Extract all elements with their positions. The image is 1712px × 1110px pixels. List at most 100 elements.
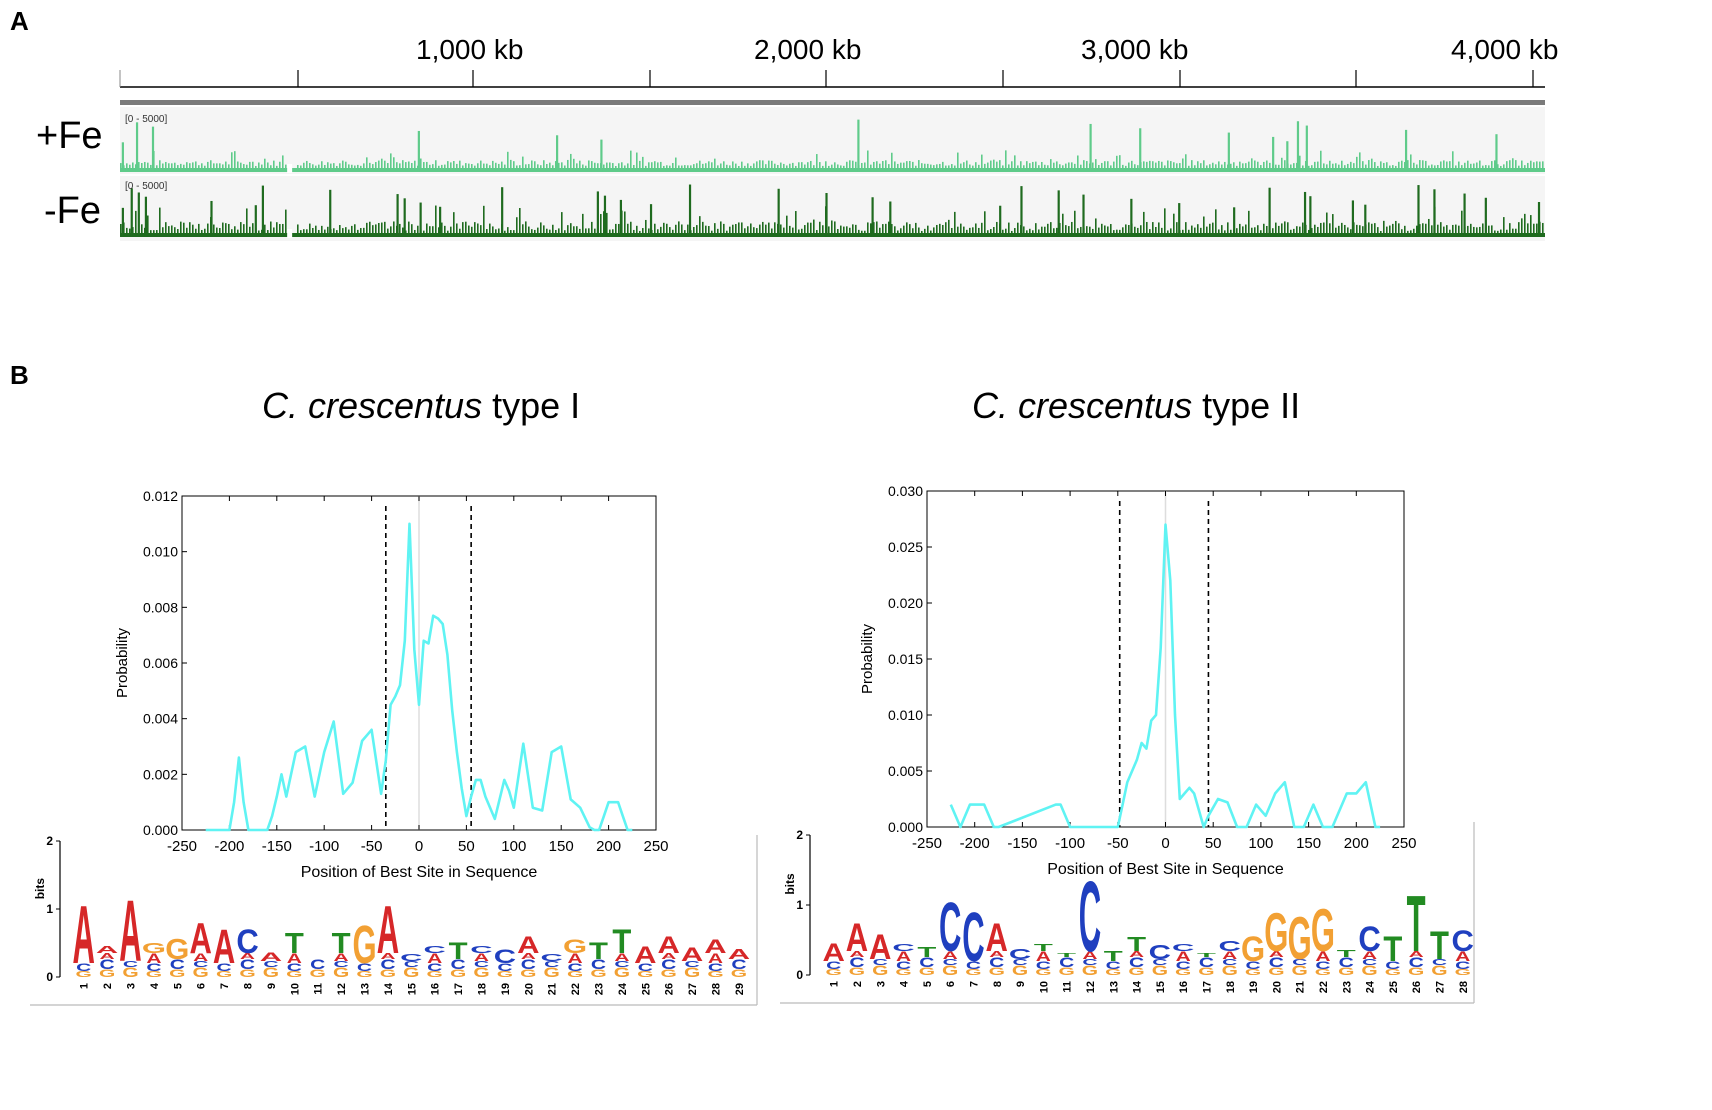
track-signal-bar — [918, 160, 920, 168]
logo-letter: C — [400, 952, 422, 963]
track-signal-bar — [564, 230, 566, 233]
logo-letter: A — [568, 950, 583, 966]
track-signal-bar — [1515, 228, 1517, 233]
x-tick-label: 250 — [1391, 835, 1416, 852]
track-signal-bar — [630, 221, 632, 233]
track-signal-bar — [747, 163, 749, 168]
track-peak — [1296, 121, 1300, 172]
logo-letter: A — [260, 951, 283, 964]
track-signal-bar — [360, 165, 362, 168]
track-signal-bar — [213, 224, 215, 233]
y-tick-label: 0.002 — [143, 766, 178, 782]
track-signal-bar — [726, 164, 728, 168]
track-signal-bar — [237, 161, 239, 168]
track-signal-bar — [411, 162, 413, 168]
track-signal-bar — [333, 163, 335, 168]
logo-letter: G — [965, 968, 981, 978]
logo-letter: G — [1338, 965, 1354, 978]
track-signal-bar — [627, 163, 629, 168]
logo-letter: A — [634, 941, 656, 968]
track-signal-bar — [876, 161, 878, 168]
track-signal-bar — [594, 162, 596, 168]
track-signal-bar — [1404, 225, 1406, 233]
track-signal-bar — [354, 165, 356, 168]
track-signal-bar — [1488, 165, 1490, 168]
logo-letter: G — [1198, 965, 1214, 978]
track-signal-bar — [1500, 229, 1502, 233]
logo-letter: T — [449, 937, 468, 964]
sequence-logo-type2: 012bitsGCA1GCAA2GCA3GCAC4GCT5GCAC6GCC7GC… — [780, 822, 1475, 1004]
track-signal-bar — [1491, 225, 1493, 233]
track-signal-bar — [867, 222, 869, 233]
track-signal-bar — [741, 222, 743, 233]
track-signal-bar — [1044, 226, 1046, 233]
track-signal-bar — [729, 226, 731, 233]
track-peak — [130, 188, 133, 237]
logo-position-label: 5 — [922, 981, 934, 987]
track-signal-bar — [1017, 222, 1019, 233]
track-signal-bar — [462, 222, 464, 233]
track-signal-bar — [1254, 227, 1256, 233]
track-peak — [1537, 202, 1541, 237]
track-peak — [1020, 186, 1023, 237]
track-peak — [1233, 207, 1236, 237]
track-signal-bar — [675, 224, 677, 233]
logo-position-label: 7 — [968, 981, 980, 987]
track-signal-bar — [1485, 165, 1487, 168]
track-signal-bar — [249, 161, 251, 168]
track-signal-bar — [1431, 164, 1433, 168]
track-signal-bar — [948, 219, 950, 233]
track-signal-bar — [981, 154, 983, 168]
track-signal-bar — [414, 229, 416, 233]
track-signal-bar — [1083, 160, 1085, 168]
track-signal-bar — [1245, 224, 1247, 233]
track-signal-bar — [948, 165, 950, 168]
track-signal-bar — [1311, 228, 1313, 233]
track-signal-bar — [699, 160, 701, 168]
track-signal-bar — [519, 208, 521, 233]
track-signal-bar — [1221, 164, 1223, 168]
logo-position-label: 22 — [1318, 981, 1330, 993]
track-signal-bar — [996, 161, 998, 168]
track-signal-bar — [1536, 223, 1538, 233]
track-signal-bar — [555, 229, 557, 233]
track-signal-bar — [447, 161, 449, 168]
track-signal-bar — [1365, 164, 1367, 168]
track-signal-bar — [237, 229, 239, 233]
track-signal-bar — [735, 224, 737, 233]
track-signal-bar — [636, 152, 638, 168]
track-signal-bar — [1377, 227, 1379, 233]
logo-letter: C — [989, 954, 1004, 970]
logo-letter: A — [119, 882, 141, 979]
track-peak — [1305, 125, 1308, 172]
track-baseline — [120, 233, 1545, 237]
track-signal-bar — [126, 163, 128, 168]
track-signal-bar — [432, 226, 434, 233]
track-signal-bar — [777, 164, 779, 168]
chart-title-type: type II — [1192, 385, 1301, 426]
logo-letter: A — [1409, 950, 1425, 960]
track-signal-bar — [696, 225, 698, 233]
logo-letter: A — [100, 952, 116, 962]
track-signal-bar — [252, 161, 254, 168]
track-signal-bar — [672, 229, 674, 233]
track-signal-bar — [345, 161, 347, 168]
track-signal-bar — [1509, 160, 1511, 168]
track-signal-bar — [1230, 229, 1232, 233]
track-signal-bar — [204, 228, 206, 233]
track-signal-bar — [1398, 161, 1400, 168]
track-signal-bar — [1137, 165, 1139, 168]
track-signal-bar — [684, 165, 686, 168]
logo-letter: C — [1219, 938, 1241, 955]
track-signal-bar — [1440, 161, 1442, 168]
track-signal-bar — [189, 222, 191, 233]
logo-letter: G — [1268, 965, 1284, 978]
track-signal-bar — [1362, 226, 1364, 233]
track-signal-bar — [141, 163, 143, 168]
track-signal-bar — [1347, 163, 1349, 168]
track-signal-bar — [1023, 226, 1025, 233]
track-signal-bar — [369, 221, 371, 233]
track-signal-bar — [687, 165, 689, 168]
track-signal-bar — [1095, 218, 1097, 233]
logo-position-label: 29 — [734, 983, 746, 995]
